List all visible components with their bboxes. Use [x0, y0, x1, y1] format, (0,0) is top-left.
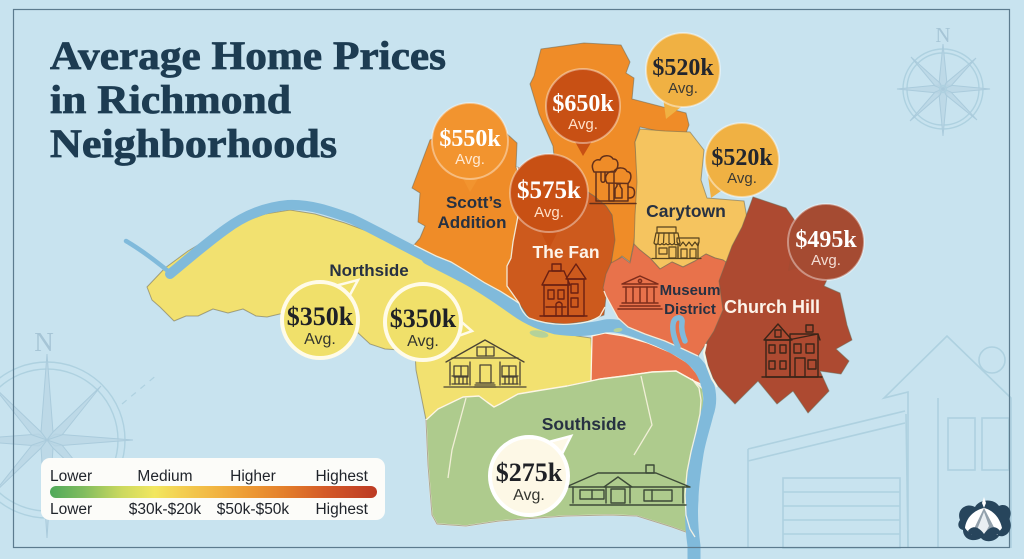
svg-text:Southside: Southside [542, 414, 627, 434]
svg-text:$350k: $350k [390, 304, 457, 333]
svg-text:Lower: Lower [50, 501, 92, 518]
svg-text:Avg.: Avg. [407, 333, 439, 350]
svg-text:Avg.: Avg. [811, 252, 841, 269]
svg-text:$650k: $650k [552, 91, 614, 117]
svg-text:N: N [935, 23, 950, 47]
svg-text:$550k: $550k [439, 126, 501, 152]
svg-text:$520k: $520k [652, 55, 714, 81]
svg-text:Avg.: Avg. [534, 204, 564, 221]
svg-text:Highest: Highest [315, 501, 368, 518]
svg-text:Neighborhoods: Neighborhoods [50, 121, 337, 166]
svg-text:$275k: $275k [496, 458, 563, 487]
svg-text:$50k-$50k: $50k-$50k [217, 501, 290, 518]
svg-text:District: District [664, 301, 716, 318]
svg-text:Avg.: Avg. [455, 151, 485, 168]
svg-text:Avg.: Avg. [513, 487, 545, 504]
svg-text:Avg.: Avg. [568, 116, 598, 133]
svg-text:Average Home Prices: Average Home Prices [50, 33, 446, 78]
svg-text:Museum: Museum [660, 282, 721, 299]
svg-text:Medium: Medium [137, 468, 192, 485]
svg-text:Northside: Northside [329, 261, 408, 280]
svg-text:Avg.: Avg. [668, 80, 698, 97]
svg-text:Addition: Addition [438, 213, 507, 232]
svg-text:$30k-$20k: $30k-$20k [129, 501, 202, 518]
svg-text:$575k: $575k [517, 177, 581, 204]
svg-text:Scott’s: Scott’s [446, 193, 502, 212]
svg-text:N: N [34, 327, 54, 357]
svg-text:Higher: Higher [230, 468, 276, 485]
svg-text:$350k: $350k [287, 302, 354, 331]
svg-text:$520k: $520k [711, 145, 773, 171]
svg-text:Church Hill: Church Hill [724, 297, 820, 317]
svg-text:Avg.: Avg. [304, 331, 336, 348]
svg-text:The Fan: The Fan [532, 242, 599, 262]
svg-text:in Richmond: in Richmond [50, 77, 291, 122]
svg-text:Highest: Highest [315, 468, 368, 485]
svg-text:Lower: Lower [50, 468, 92, 485]
svg-text:Carytown: Carytown [646, 201, 726, 221]
svg-text:Avg.: Avg. [727, 170, 757, 187]
svg-text:$495k: $495k [795, 227, 857, 253]
